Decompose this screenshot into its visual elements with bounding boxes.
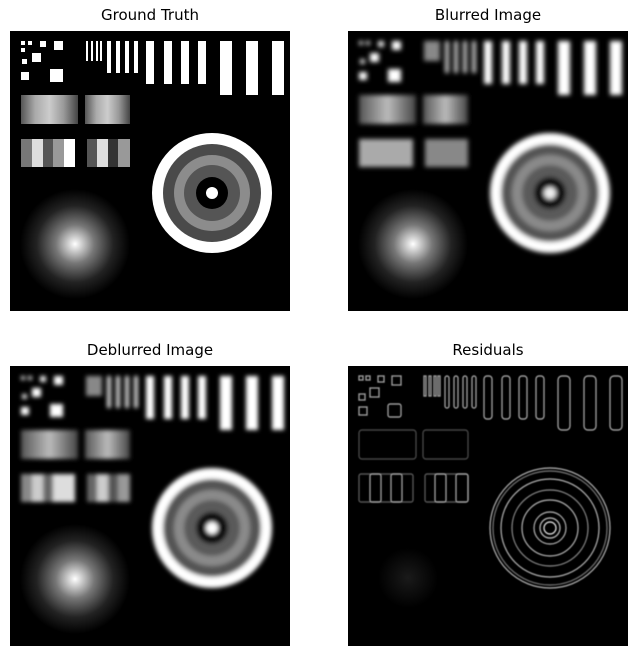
panel-blurred: Blurred Image [348,6,628,311]
panel-ground-truth: Ground Truth [10,6,290,311]
deblurred-image [10,366,290,646]
panel-residuals: Residuals [348,341,628,646]
panel-title: Deblurred Image [86,341,214,359]
ground-truth-image [10,31,290,311]
panel-title: Ground Truth [101,6,199,24]
panel-title: Residuals [452,341,524,359]
panel-title: Blurred Image [434,6,542,24]
panel-deblurred: Deblurred Image [10,341,290,646]
blurred-image [348,31,628,311]
residuals-image [348,366,628,646]
